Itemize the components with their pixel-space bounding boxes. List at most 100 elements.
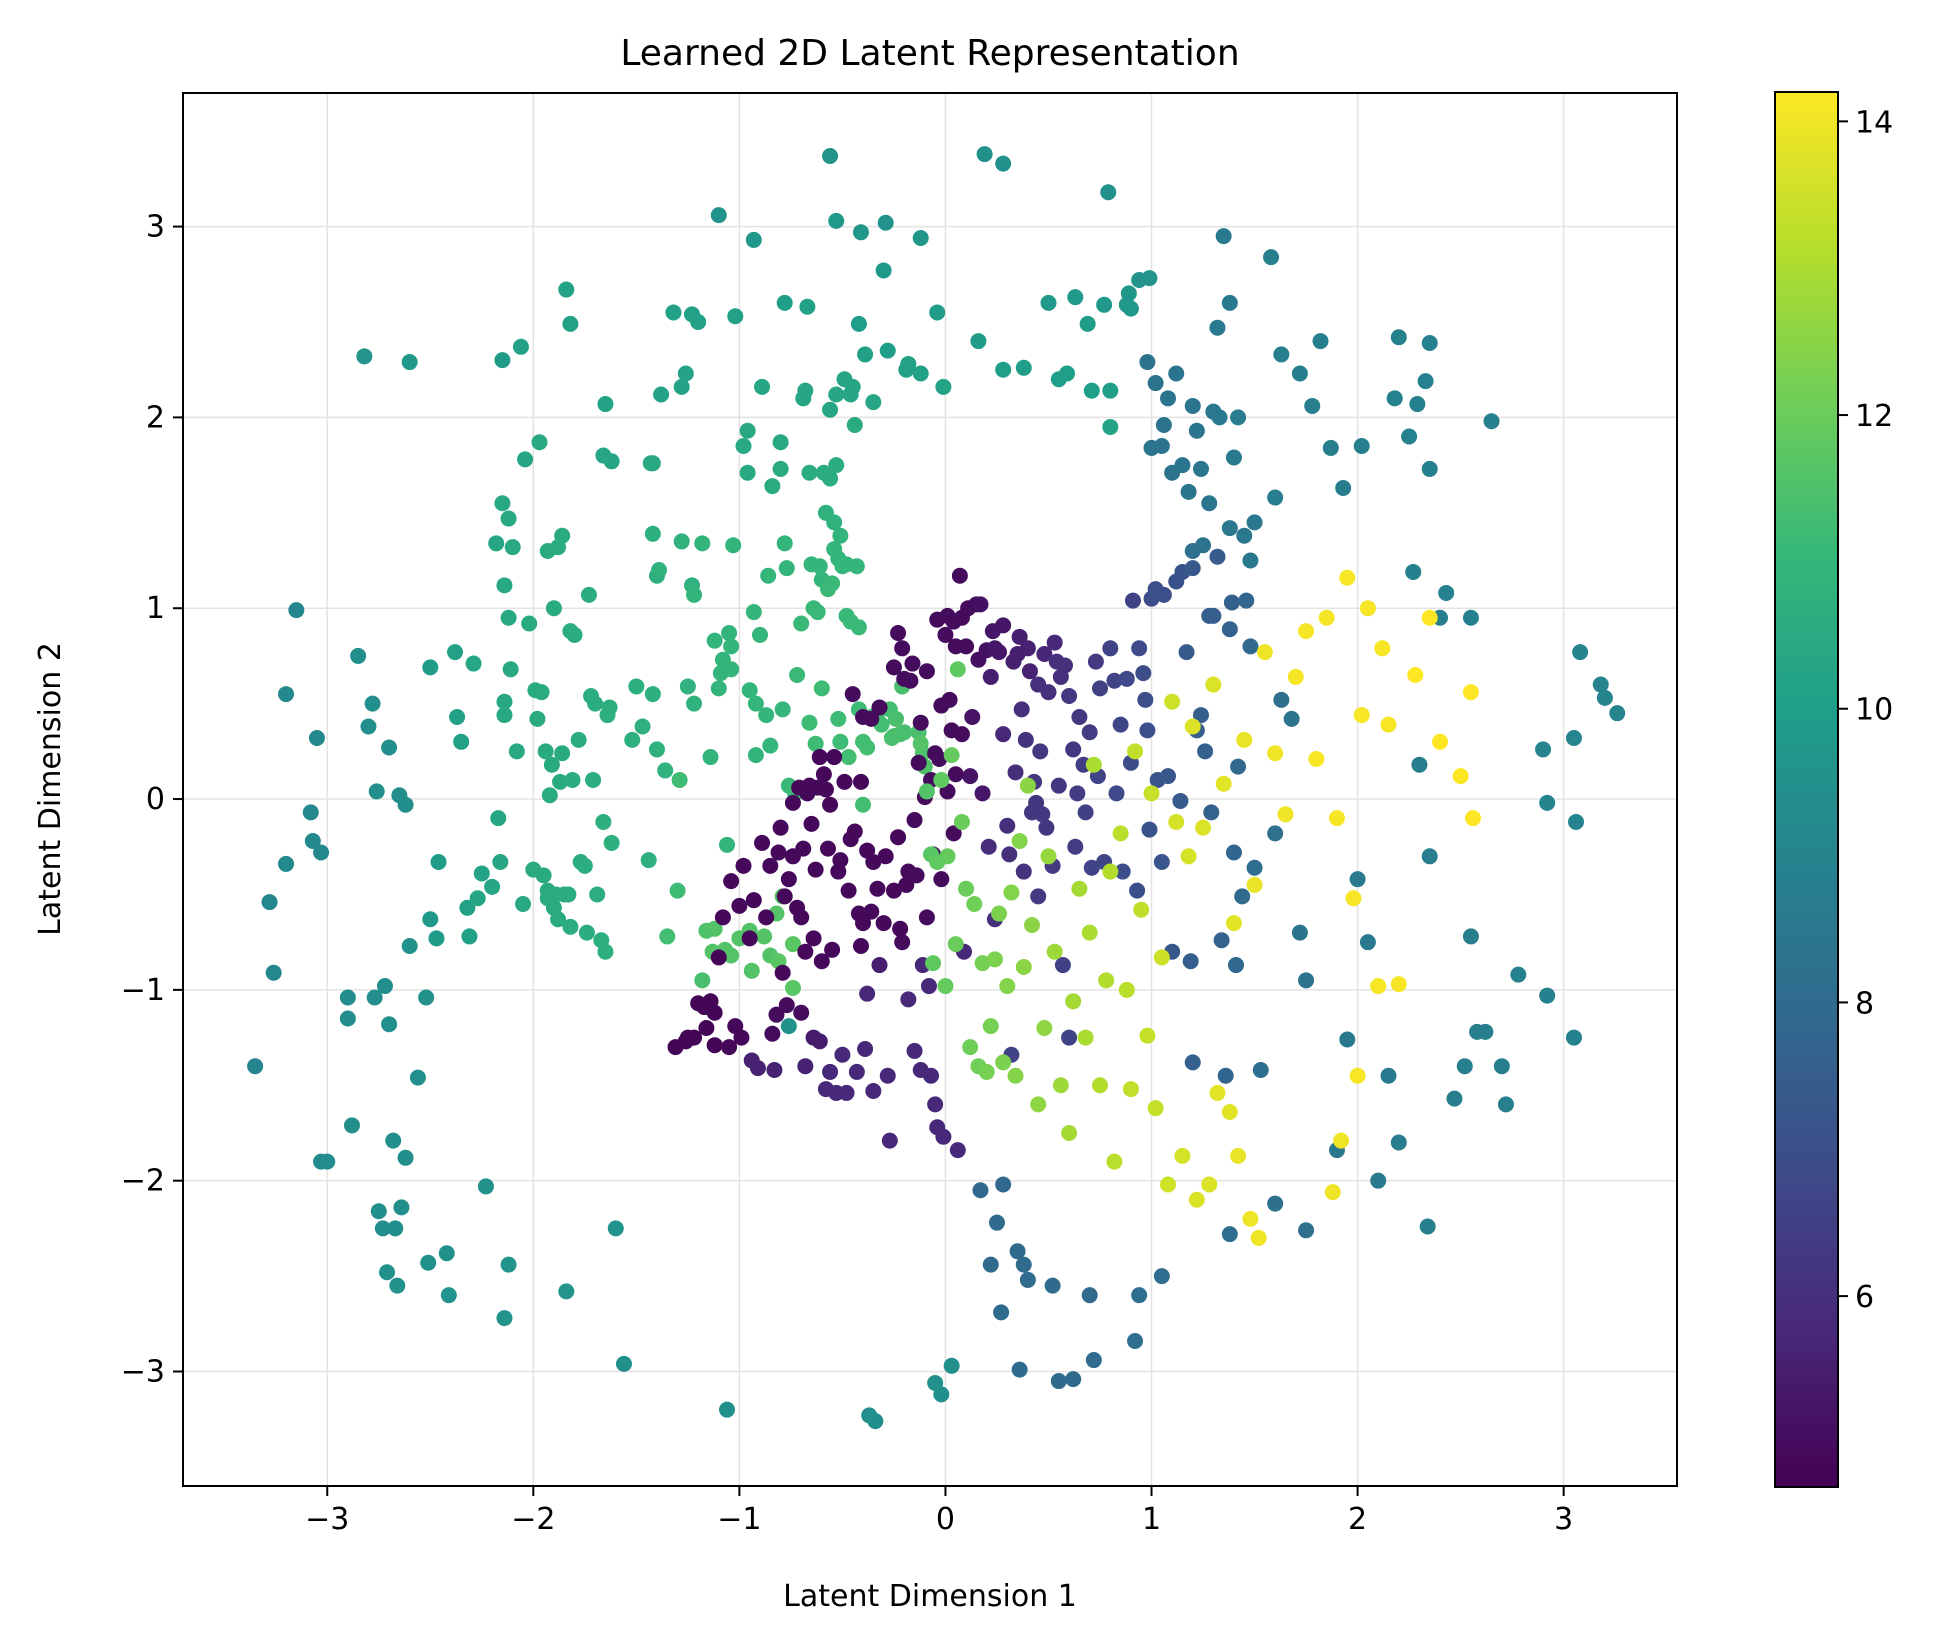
scatter-point (805, 930, 822, 947)
scatter-point (1497, 1096, 1514, 1113)
scatter-point (1054, 957, 1071, 974)
scatter-point (949, 661, 966, 678)
scatter-point (319, 1153, 336, 1170)
scatter-point (1421, 334, 1438, 351)
scatter-point (1108, 785, 1125, 802)
scatter-point (1083, 382, 1100, 399)
scatter-point (1195, 819, 1212, 836)
scatter-point (1256, 644, 1273, 661)
scatter-point (607, 1220, 624, 1237)
scatter-point (644, 455, 661, 472)
scatter-point (1221, 294, 1238, 311)
scatter-point (313, 844, 330, 861)
scatter-point (710, 207, 727, 224)
scatter-point (745, 604, 762, 621)
scatter-point (1411, 756, 1428, 773)
scatter-point (601, 699, 618, 716)
scatter-point (1188, 422, 1205, 439)
scatter-point (1184, 397, 1201, 414)
x-tick-label: −1 (717, 1502, 761, 1537)
scatter-point (531, 434, 548, 451)
scatter-point (1205, 676, 1222, 693)
scatter-point (1098, 972, 1115, 989)
scatter-point (1263, 249, 1280, 266)
scatter-point (1359, 934, 1376, 951)
scatter-point (1040, 684, 1057, 701)
scatter-point (370, 1203, 387, 1220)
scatter-point (1192, 460, 1209, 477)
scatter-point (366, 989, 383, 1006)
scatter-point (1213, 932, 1230, 949)
scatter-point (1203, 804, 1220, 821)
scatter-point (1390, 329, 1407, 346)
scatter-point (690, 313, 707, 330)
scatter-point (1061, 1029, 1078, 1046)
scatter-point (1009, 1243, 1026, 1260)
scatter-point (974, 955, 991, 972)
scatter-point (1127, 1332, 1144, 1349)
scatter-point (1061, 1124, 1078, 1141)
scatter-point (943, 747, 960, 764)
scatter-point (1001, 846, 1018, 863)
scatter-point (401, 354, 418, 371)
scatter-point (953, 813, 970, 830)
scatter-point (585, 771, 602, 788)
scatter-point (766, 1062, 783, 1079)
scatter-point (1565, 729, 1582, 746)
scatter-point (1131, 640, 1148, 657)
scatter-point (1322, 439, 1339, 456)
scatter-point (566, 626, 583, 643)
scatter-point (1298, 972, 1315, 989)
scatter-point (488, 535, 505, 552)
scatter-point (1065, 1371, 1082, 1388)
scatter-point (935, 378, 952, 395)
scatter-point (1174, 1147, 1191, 1164)
scatter-point (1432, 733, 1449, 750)
scatter-point (1462, 609, 1479, 626)
scatter-point (1242, 638, 1259, 655)
scatter-point (958, 880, 975, 897)
scatter-point (811, 558, 828, 575)
scatter-point (537, 743, 554, 760)
scatter-point (1565, 1029, 1582, 1046)
scatter-point (721, 625, 738, 642)
scatter-point (795, 840, 812, 857)
scatter-point (1112, 825, 1129, 842)
scatter-point (356, 348, 373, 365)
scatter-point (1353, 707, 1370, 724)
y-tick-label: −2 (121, 1164, 165, 1199)
scatter-point (644, 525, 661, 542)
x-axis-label: Latent Dimension 1 (783, 1579, 1077, 1614)
scatter-point (288, 602, 305, 619)
colorbar-ticks: 6 8 10 12 14 (1838, 105, 1893, 1315)
scatter-point (1153, 949, 1170, 966)
scatter-point (1596, 689, 1613, 706)
scatter-point (1087, 653, 1104, 670)
scatter-point (846, 417, 863, 434)
scatter-point (1180, 483, 1197, 500)
scatter-point (385, 1132, 402, 1149)
scatter-point (850, 315, 867, 332)
scatter-point (822, 147, 839, 164)
y-axis-ticks: −3 −2 −1 0 1 2 3 (121, 210, 183, 1390)
scatter-point (1081, 724, 1098, 741)
scatter-point (550, 911, 567, 928)
scatter-point (852, 937, 869, 954)
scatter-point (1141, 821, 1158, 838)
scatter-point (855, 915, 872, 932)
scatter-point (1013, 701, 1030, 718)
scatter-point (1462, 684, 1479, 701)
scatter-point (871, 957, 888, 974)
scatter-point (918, 783, 935, 800)
scatter-point (1141, 270, 1158, 287)
scatter-point (496, 707, 513, 724)
scatter-point (828, 386, 845, 403)
scatter-point (966, 895, 983, 912)
scatter-point (653, 386, 670, 403)
scatter-point (976, 146, 993, 163)
scatter-point (819, 840, 836, 857)
colorbar-tick-label: 10 (1855, 693, 1893, 728)
scatter-point (1592, 676, 1609, 693)
scatter-point (1184, 718, 1201, 735)
scatter-point (822, 401, 839, 418)
